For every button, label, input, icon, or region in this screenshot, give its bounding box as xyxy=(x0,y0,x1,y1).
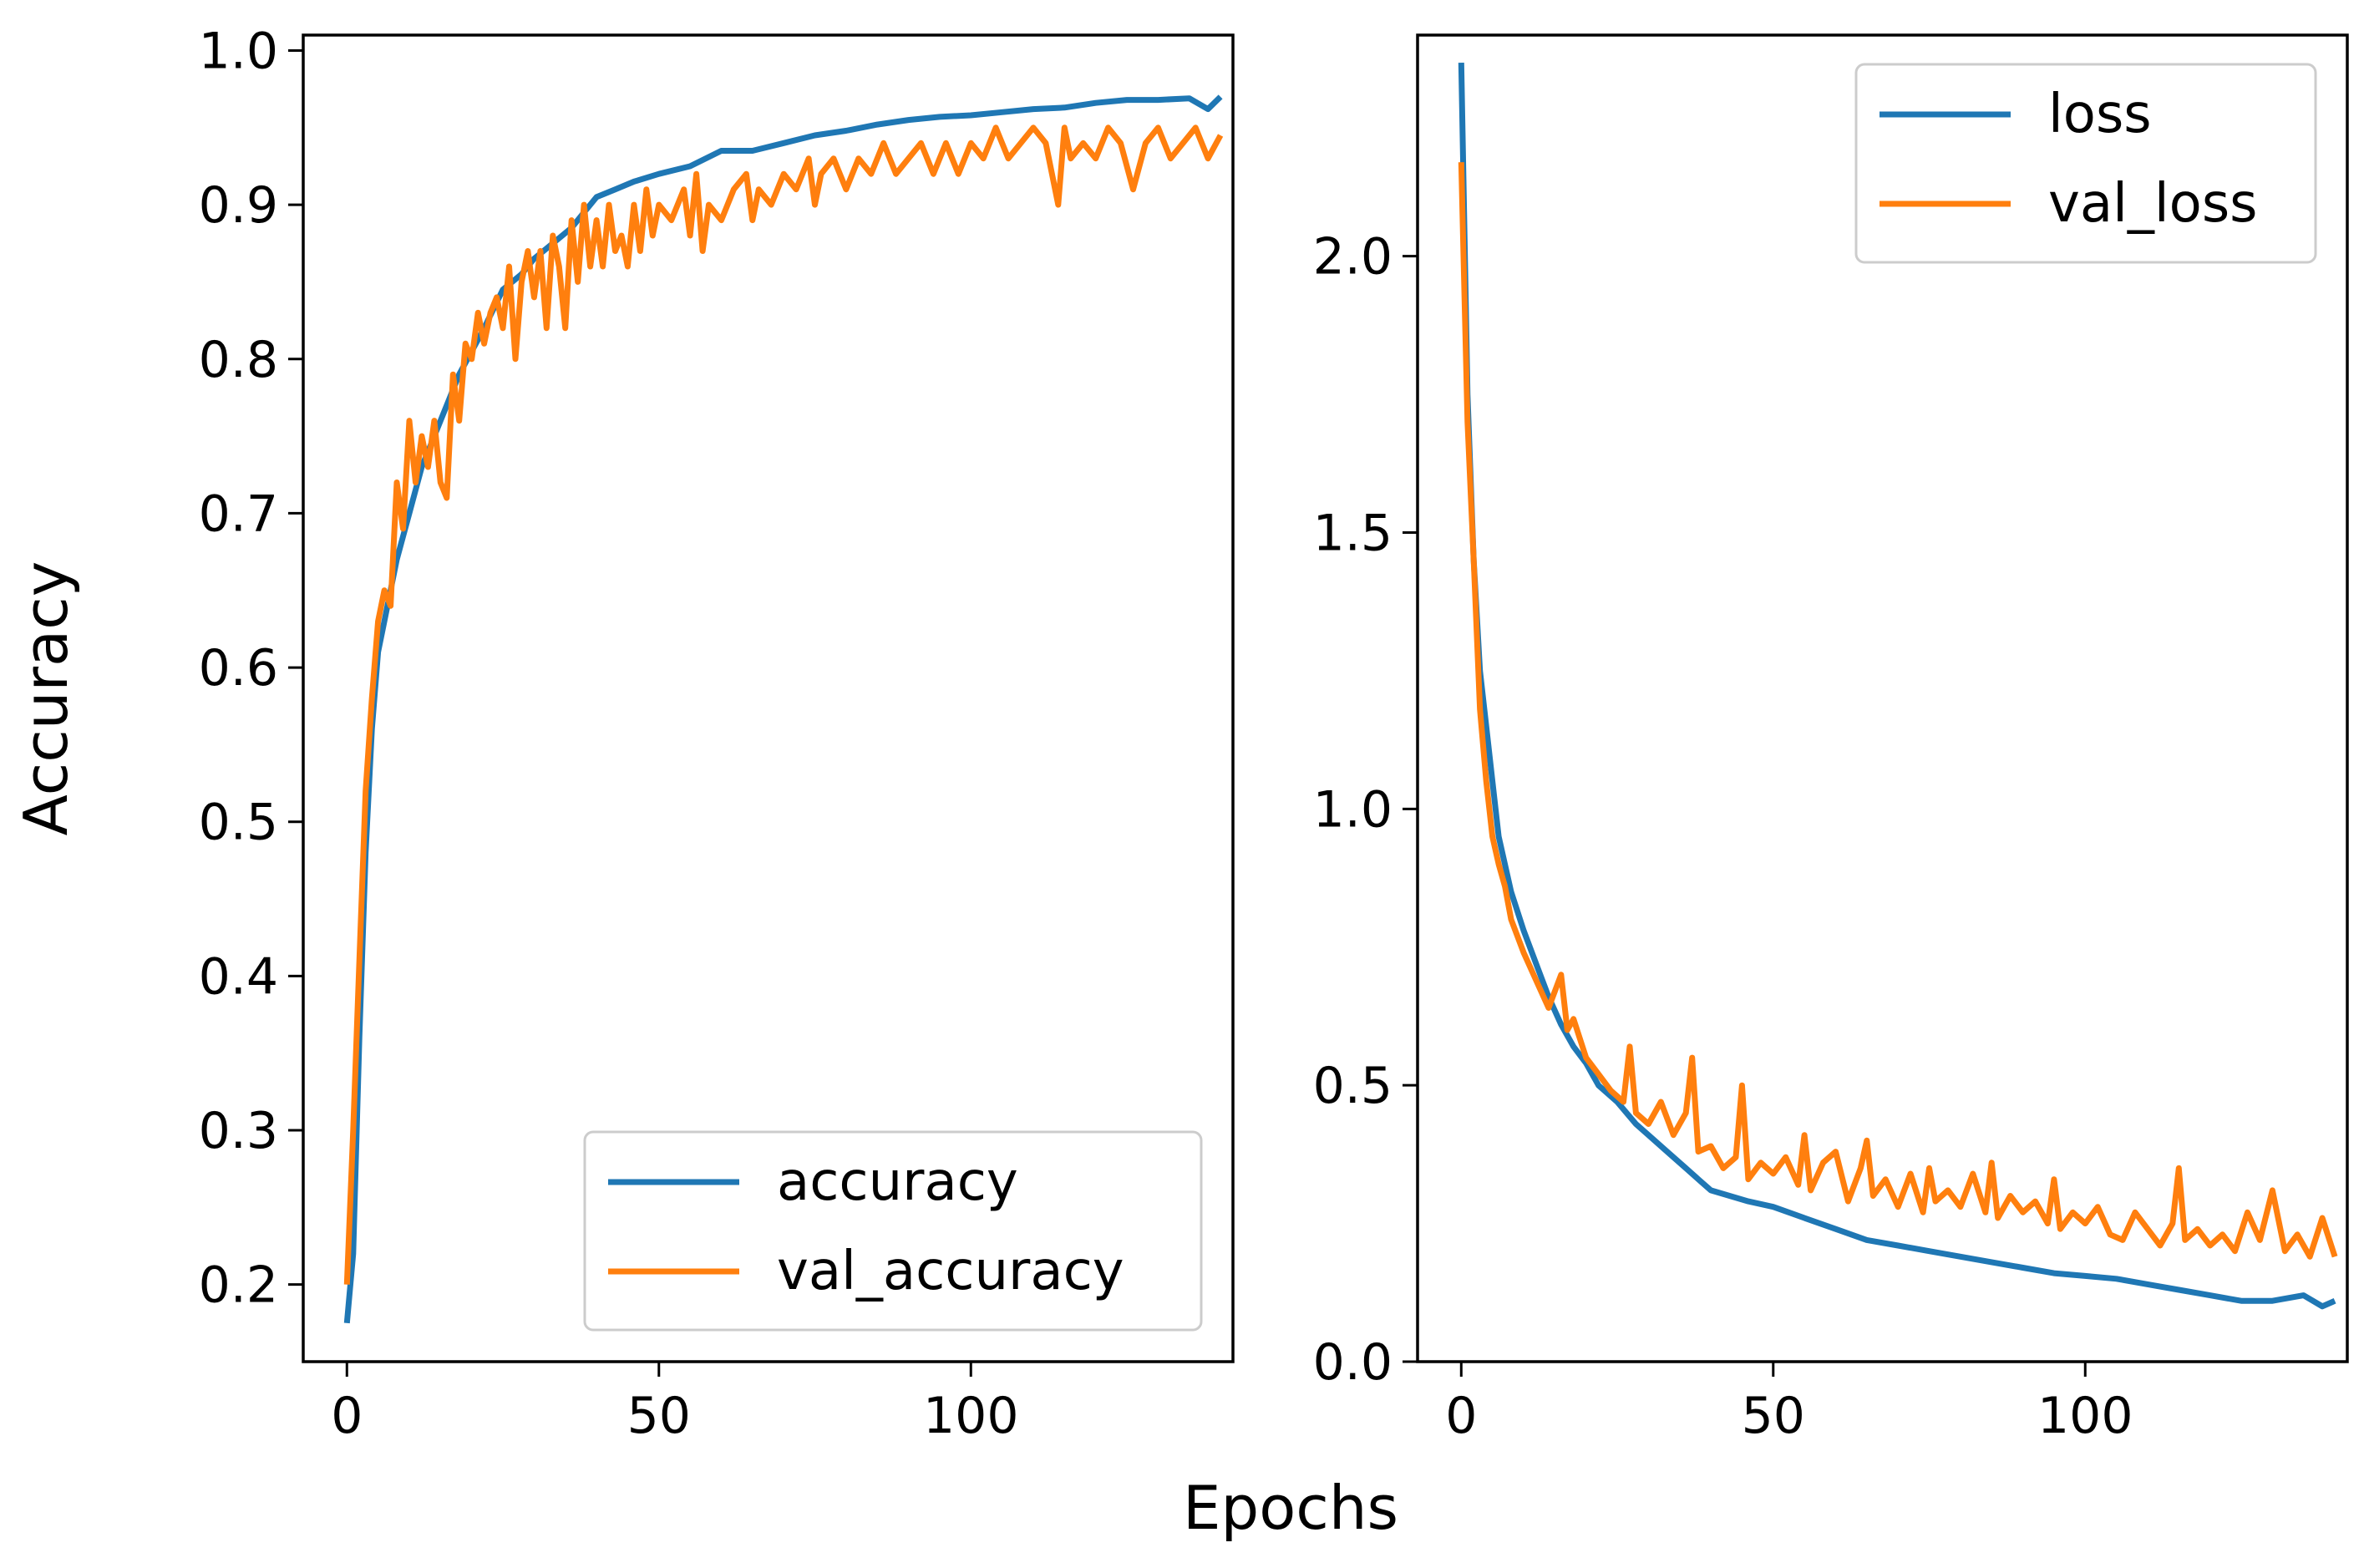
series-line-val-loss xyxy=(1458,162,2338,1260)
y-axis-label: Accuracy xyxy=(11,561,81,836)
legend-label: val_loss xyxy=(2048,173,2258,235)
y-tick-label: 0.7 xyxy=(199,485,278,543)
y-tick-label: 1.0 xyxy=(1313,780,1393,839)
legend: accuracy val_accuracy xyxy=(583,1130,1203,1332)
x-tick-label: 50 xyxy=(1742,1387,1805,1445)
axes-frame xyxy=(302,33,1235,1363)
x-tick-label: 100 xyxy=(2037,1387,2133,1445)
y-tick-label: 0.6 xyxy=(199,639,278,698)
y-tick-label: 0.5 xyxy=(199,794,278,852)
y-tick-label: 0.2 xyxy=(199,1256,278,1315)
x-tick-label: 0 xyxy=(331,1387,363,1445)
legend: loss val_loss xyxy=(1854,63,2317,264)
legend-label: accuracy xyxy=(777,1151,1018,1213)
y-tick-label: 0.4 xyxy=(199,947,278,1006)
y-tick-label: 1.5 xyxy=(1313,505,1393,563)
shared-x-axis-label: Epochs xyxy=(1183,1473,1398,1543)
legend-label: val_accuracy xyxy=(777,1241,1124,1302)
x-tick-label: 0 xyxy=(1445,1387,1477,1445)
x-tick-label: 100 xyxy=(923,1387,1019,1445)
series-line-accuracy xyxy=(343,94,1223,1324)
series-line-val-accuracy xyxy=(343,124,1224,1285)
y-tick-label: 0.5 xyxy=(1313,1057,1393,1115)
legend-label: loss xyxy=(2048,84,2152,145)
axes-frame xyxy=(1416,33,2349,1363)
x-tick-label: 50 xyxy=(627,1387,691,1445)
y-tick-label: 0.3 xyxy=(199,1102,278,1160)
series-line-loss xyxy=(1458,63,2336,1310)
accuracy-panel: 0 50 100 0.2 0.3 0.4 0.5 0.6 0.7 0.8 0.9 1.0 Accurac… xyxy=(11,22,1235,1445)
y-tick-label: 0.0 xyxy=(1313,1333,1393,1392)
y-tick-label: 2.0 xyxy=(1313,228,1393,287)
y-tick-label: 0.9 xyxy=(199,176,278,235)
loss-panel: 0 50 100 0.0 0.5 1.0 1.5 2.0 loss val_loss xyxy=(1313,33,2349,1445)
y-tick-label: 1.0 xyxy=(199,22,278,80)
y-tick-label: 0.8 xyxy=(199,331,278,389)
